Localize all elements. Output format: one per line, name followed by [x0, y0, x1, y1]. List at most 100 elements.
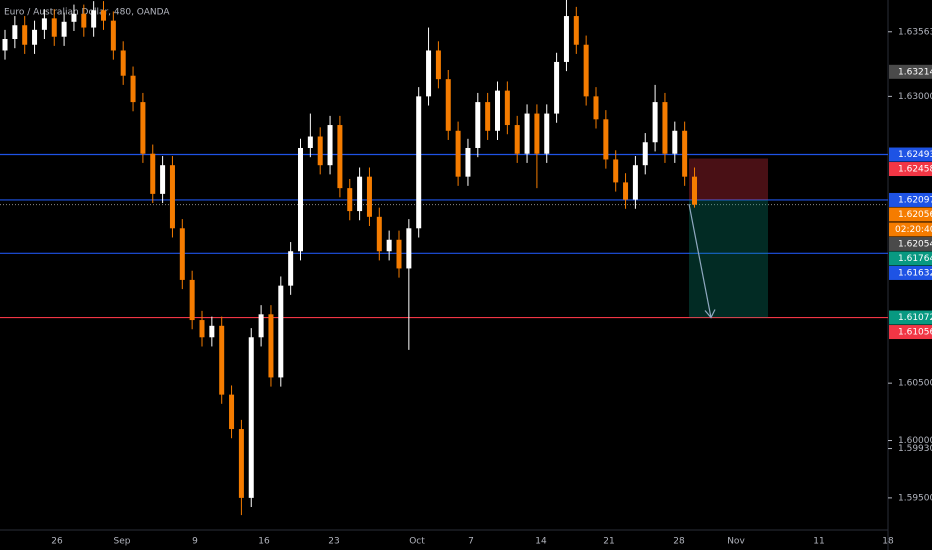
candle-body [416, 96, 422, 229]
x-tick-label: 11 [813, 537, 824, 547]
stop-zone [689, 158, 768, 200]
candle-body [672, 130, 678, 154]
x-tick-label: 21 [603, 537, 614, 547]
price-label-bg [889, 251, 932, 266]
candle-body [288, 251, 294, 286]
candle-body [268, 314, 274, 378]
price-label-bg [889, 265, 932, 280]
price-label-bg [889, 162, 932, 177]
candle-body [485, 102, 491, 131]
x-tick-label: 28 [673, 537, 685, 547]
y-tick-label: 1.63000 [898, 92, 932, 102]
y-tick-label: 1.60000 [898, 436, 932, 446]
candle-body [2, 39, 8, 51]
candle-body [435, 50, 441, 80]
x-tick-label: Oct [409, 537, 425, 547]
candle-body [101, 10, 106, 21]
chart-title: Euro / Australian Dollar, 480, OANDA [4, 8, 170, 18]
candle-body [229, 394, 235, 430]
price-label: 1.61632 [898, 268, 932, 278]
x-tick-label: Nov [727, 537, 745, 547]
candle-body [278, 285, 284, 378]
price-label-bg [889, 207, 932, 222]
arrow [688, 203, 712, 318]
candle-body [179, 228, 185, 280]
candle-body [396, 239, 402, 269]
candle-body [662, 102, 668, 154]
candle-body [357, 176, 363, 212]
candle-body [81, 13, 87, 28]
candle-body [71, 13, 77, 22]
price-label-bg [889, 325, 932, 340]
x-tick-label: Sep [114, 537, 131, 547]
candle-body [140, 102, 146, 154]
y-tick-label: 1.60500 [898, 379, 932, 389]
candle-body [91, 10, 97, 28]
candle-body [376, 216, 382, 252]
price-label: 1.62458 [898, 165, 932, 175]
candle-body [327, 125, 333, 166]
candle-body [130, 75, 136, 103]
price-label: 1.61072 [898, 313, 932, 323]
candle-body [563, 16, 569, 62]
candle-body [534, 113, 540, 154]
countdown: 02:20:40 [895, 225, 932, 235]
price-label: 1.61764 [898, 254, 932, 264]
candle-body [238, 429, 244, 498]
candle-body [573, 16, 579, 45]
price-label-bg [889, 147, 932, 162]
candle-body [160, 165, 166, 194]
candle-body [337, 125, 343, 189]
candle-body [307, 136, 313, 148]
countdown-bg [889, 222, 932, 237]
price-label-bg [889, 236, 932, 251]
candle-body [51, 18, 57, 37]
candle-body [475, 102, 481, 148]
arrow-head [704, 309, 716, 319]
candle-body [189, 279, 195, 321]
candle-body [554, 61, 560, 114]
candle-body [347, 188, 353, 212]
candle-body [199, 320, 205, 338]
candle-body [524, 113, 530, 154]
candle-body [12, 25, 18, 40]
price-label: 1.63563 [898, 27, 932, 37]
candle-body [613, 159, 619, 183]
candle-body [455, 130, 461, 177]
candle-body [682, 130, 688, 177]
candle-body [169, 165, 175, 229]
candle-body [632, 165, 638, 200]
price-label: 1.59930 [898, 444, 932, 454]
candle-body [495, 90, 500, 131]
candle-body [426, 50, 432, 97]
x-tick-label: 14 [535, 537, 547, 547]
candle-body [544, 113, 550, 154]
candle-body [219, 325, 225, 395]
candle-body [317, 136, 323, 166]
candle-body [583, 44, 589, 97]
y-tick-label: 1.59500 [898, 493, 932, 503]
candle-body [32, 29, 38, 45]
candle-body [110, 20, 116, 51]
candle-body [386, 239, 392, 252]
candle-body [623, 182, 629, 200]
candle-body [248, 337, 254, 498]
candle-body [298, 147, 303, 252]
candle-body [61, 21, 67, 37]
candle-body [465, 147, 471, 177]
candle-body [642, 142, 648, 166]
x-tick-label: 9 [192, 537, 198, 547]
x-tick-label: 23 [328, 537, 339, 547]
price-label: 1.62097 [898, 195, 932, 205]
x-tick-label: 16 [258, 537, 270, 547]
candle-body [603, 119, 609, 160]
candle-body [22, 25, 28, 45]
candle-body [150, 153, 156, 194]
candle-body [514, 125, 520, 154]
price-label: 1.63214 [898, 67, 932, 77]
candle-body [41, 18, 47, 30]
price-label-bg [889, 192, 932, 207]
price-label: 1.62054 [898, 239, 932, 249]
